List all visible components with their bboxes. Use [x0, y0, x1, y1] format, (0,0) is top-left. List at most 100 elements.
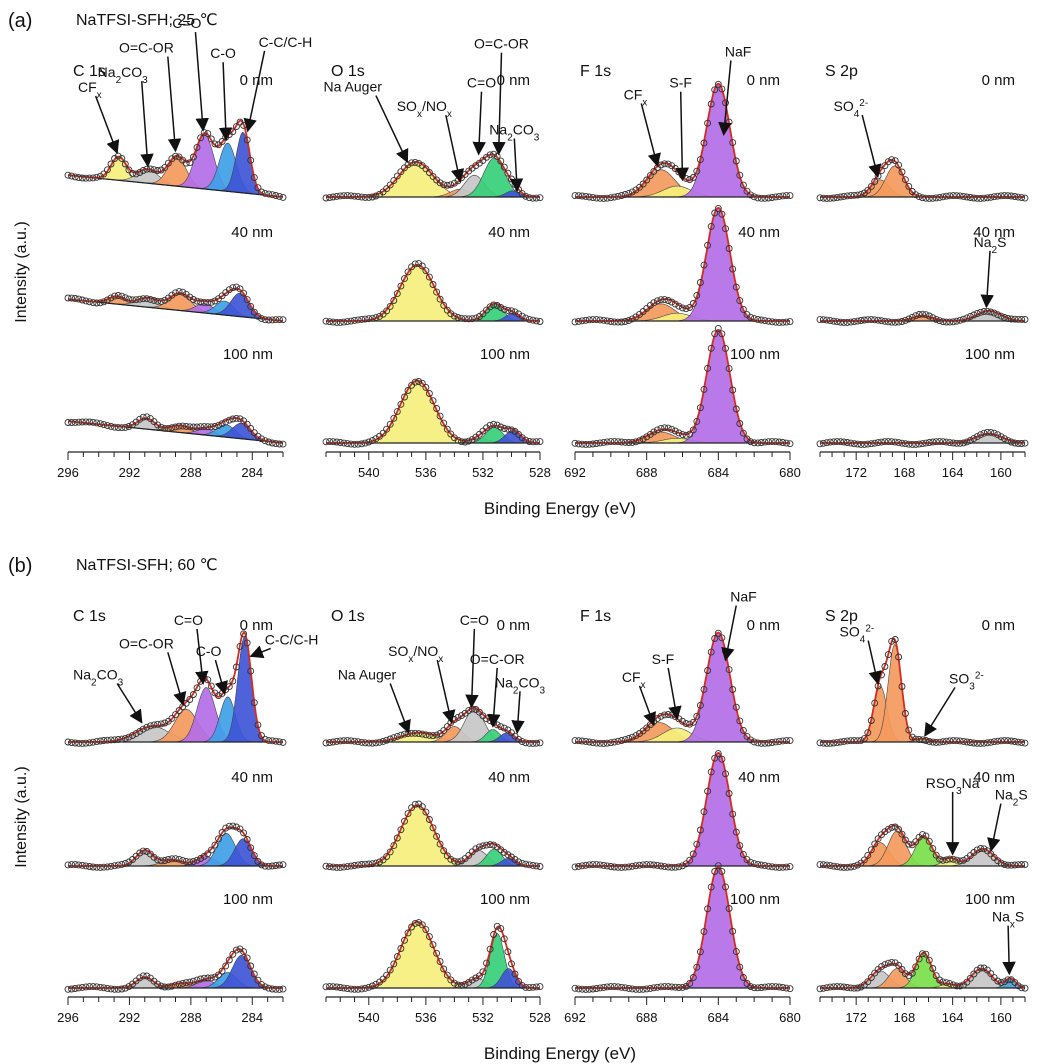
data-point [661, 711, 669, 719]
data-point [912, 735, 920, 743]
data-point [204, 974, 212, 982]
data-point [358, 193, 366, 201]
data-point [987, 308, 995, 316]
data-point [628, 733, 636, 741]
data-point [447, 181, 455, 189]
peak-label: SO42- [834, 98, 869, 120]
data-point [139, 847, 147, 855]
data-point [218, 967, 226, 975]
peak-arrow [436, 659, 456, 724]
data-point [258, 980, 265, 988]
fit-envelope [67, 119, 284, 198]
data-point [86, 298, 93, 306]
tick-label: 164 [942, 1010, 964, 1025]
data-point [826, 317, 834, 325]
data-point [247, 156, 255, 164]
data-point [1021, 739, 1029, 747]
data-point [956, 737, 964, 745]
peak-arrow [487, 667, 501, 728]
data-point [504, 948, 512, 956]
data-point [925, 194, 933, 202]
data-point [739, 726, 747, 734]
data-point [78, 983, 86, 991]
depth-label: 40 nm [738, 769, 780, 786]
data-point [436, 179, 444, 187]
data-point [942, 438, 950, 446]
data-point [493, 421, 501, 429]
data-point [71, 173, 79, 181]
data-point [1018, 739, 1026, 747]
data-point [343, 440, 351, 448]
data-point [621, 736, 629, 744]
data-point [71, 418, 79, 426]
peak-label: CFx [78, 79, 102, 101]
data-point [361, 984, 369, 992]
data-point [225, 956, 233, 964]
data-point [857, 983, 865, 991]
data-point [111, 423, 119, 431]
data-point [121, 734, 129, 742]
data-point [175, 288, 183, 296]
data-point [118, 424, 126, 432]
tick-label: 288 [180, 1010, 202, 1025]
peak-arrow [987, 803, 1002, 852]
peak-arrow [924, 687, 956, 737]
data-point [939, 978, 947, 986]
data-point [643, 861, 651, 869]
data-point [450, 312, 458, 320]
data-point [386, 848, 394, 856]
data-point [254, 976, 262, 984]
data-point [504, 425, 512, 433]
data-point [864, 851, 872, 859]
depth-label: 100 nm [730, 891, 780, 908]
peak-arrow [472, 91, 486, 156]
data-point [207, 423, 215, 431]
data-point [186, 978, 194, 986]
data-point [493, 922, 501, 930]
data-point [729, 686, 737, 693]
data-point [168, 855, 176, 863]
peak-label: NaF [730, 589, 756, 605]
spectrum-row: 40 nm [571, 750, 794, 871]
data-point [333, 737, 341, 745]
data-point [440, 181, 448, 189]
data-point [425, 169, 433, 176]
fit-envelope [575, 328, 790, 444]
data-point [189, 691, 197, 698]
data-point [621, 984, 629, 992]
data-point [429, 732, 437, 740]
data-point [247, 844, 255, 852]
data-point [493, 302, 501, 309]
data-point [668, 425, 676, 433]
data-point [143, 295, 151, 303]
data-point [343, 863, 351, 871]
data-point [522, 860, 530, 868]
data-point [816, 316, 824, 324]
data-point [157, 857, 165, 865]
data-point [508, 426, 515, 434]
data-point [71, 861, 79, 869]
data-point [607, 318, 615, 325]
data-point [218, 829, 226, 836]
data-point [154, 856, 162, 864]
data-point [775, 192, 783, 200]
data-point [578, 985, 586, 993]
data-point [843, 863, 851, 871]
data-point [361, 739, 369, 747]
data-point [125, 733, 133, 741]
data-point [157, 720, 165, 728]
data-point [411, 158, 419, 166]
fit-envelope [326, 804, 540, 867]
data-point [786, 192, 794, 200]
data-point [232, 823, 240, 831]
data-point [578, 862, 586, 870]
data-point [895, 161, 903, 169]
data-point [596, 739, 604, 747]
data-point [707, 883, 715, 891]
data-point [100, 737, 108, 744]
peak-label: CFx [624, 86, 648, 108]
data-point [168, 714, 176, 722]
data-point [718, 634, 726, 642]
data-point [850, 737, 858, 745]
data-point [240, 630, 248, 638]
